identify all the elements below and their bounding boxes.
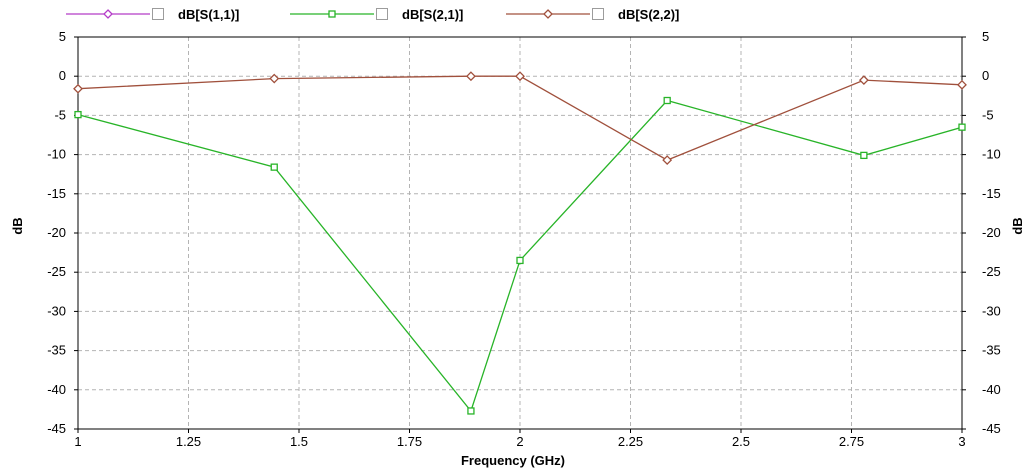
- legend-label-s11: dB[S(1,1)]: [178, 6, 240, 22]
- legend-checkbox-s21[interactable]: [376, 8, 388, 20]
- x-tick-label: 1: [74, 434, 81, 449]
- x-tick-label: 1.5: [290, 434, 308, 449]
- x-tick-label: 2.5: [732, 434, 750, 449]
- y-tick-label-right: -10: [982, 147, 1001, 162]
- y-tick-label-left: 0: [59, 68, 66, 83]
- data-point[interactable]: [958, 123, 966, 131]
- y-tick-label-right: -25: [982, 264, 1001, 279]
- y-tick-label-right: -15: [982, 186, 1001, 201]
- data-point[interactable]: [467, 407, 475, 415]
- data-point[interactable]: [74, 110, 82, 119]
- x-tick-label: 3: [958, 434, 965, 449]
- legend-swatch-s21: [290, 10, 374, 18]
- y-tick-label-right: -40: [982, 382, 1001, 397]
- y-tick-label-right: -20: [982, 225, 1001, 240]
- series-layer: [73, 71, 967, 415]
- y-tick-label-right: 5: [982, 29, 989, 44]
- legend-label-s22: dB[S(2,2)]: [618, 6, 680, 22]
- data-point[interactable]: [858, 75, 869, 86]
- y-tick-label-left: -20: [47, 225, 66, 240]
- y-tick-label-left: -30: [47, 303, 66, 318]
- x-tick-label: 2: [516, 434, 523, 449]
- data-point[interactable]: [466, 71, 476, 82]
- legend-item-s22[interactable]: dB[S(2,2)]: [506, 4, 679, 24]
- data-point[interactable]: [269, 73, 280, 84]
- x-tick-label: 2.75: [839, 434, 864, 449]
- y-tick-label-right: 0: [982, 68, 989, 83]
- y-tick-label-left: -40: [47, 382, 66, 397]
- y-tick-label-right: -35: [982, 343, 1001, 358]
- x-axis-label: Frequency (GHz): [461, 453, 565, 468]
- data-point[interactable]: [662, 155, 673, 166]
- legend-checkbox-s22[interactable]: [592, 8, 604, 20]
- y-tick-label-right: -45: [982, 421, 1001, 436]
- y-tick-label-left: 5: [59, 29, 66, 44]
- legend-item-s21[interactable]: dB[S(2,1)]: [290, 4, 463, 24]
- x-tick-label: 1.75: [397, 434, 422, 449]
- legend-checkbox-s11[interactable]: [152, 8, 164, 20]
- data-point[interactable]: [663, 96, 671, 105]
- legend-label-s21: dB[S(2,1)]: [402, 6, 464, 22]
- y-tick-label-left: -15: [47, 186, 66, 201]
- axis-layer: 1 1.25 1.5 1.75 2 2.25 2.5 2.75 3 5 5 0 0 -5 -5 -10 -10 -…: [47, 29, 1001, 449]
- y-tick-label-right: -5: [982, 107, 994, 122]
- data-point[interactable]: [515, 71, 525, 82]
- y-tick-label-right: -30: [982, 303, 1001, 318]
- y-tick-label-left: -5: [54, 107, 66, 122]
- grid-layer: [78, 37, 962, 429]
- y-tick-label-left: -35: [47, 343, 66, 358]
- x-tick-label: 2.25: [618, 434, 643, 449]
- legend-swatch-s22: [506, 9, 590, 19]
- y-tick-label-left: -10: [47, 147, 66, 162]
- data-point[interactable]: [73, 83, 83, 94]
- legend-swatch-s11: [66, 9, 150, 19]
- y-tick-label-left: -45: [47, 421, 66, 436]
- data-point[interactable]: [516, 256, 524, 265]
- y-axis-label-right: dB: [1010, 217, 1025, 234]
- data-point[interactable]: [957, 79, 967, 90]
- y-tick-label-left: -25: [47, 264, 66, 279]
- legend-item-s11[interactable]: dB[S(1,1)]: [66, 4, 239, 24]
- y-axis-label-left: dB: [10, 217, 25, 234]
- data-point[interactable]: [270, 163, 278, 171]
- x-tick-label: 1.25: [176, 434, 201, 449]
- data-point[interactable]: [860, 151, 868, 160]
